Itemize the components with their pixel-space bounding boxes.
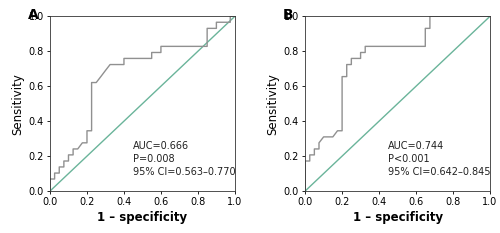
X-axis label: 1 – specificity: 1 – specificity	[98, 212, 188, 224]
Y-axis label: Sensitivity: Sensitivity	[266, 73, 280, 135]
Text: AUC=0.744
P<0.001
95% CI=0.642–0.845: AUC=0.744 P<0.001 95% CI=0.642–0.845	[388, 141, 491, 177]
Y-axis label: Sensitivity: Sensitivity	[11, 73, 24, 135]
Text: A: A	[28, 7, 38, 22]
Text: B: B	[283, 7, 294, 22]
X-axis label: 1 – specificity: 1 – specificity	[352, 212, 442, 224]
Text: AUC=0.666
P=0.008
95% CI=0.563–0.770: AUC=0.666 P=0.008 95% CI=0.563–0.770	[133, 141, 236, 177]
